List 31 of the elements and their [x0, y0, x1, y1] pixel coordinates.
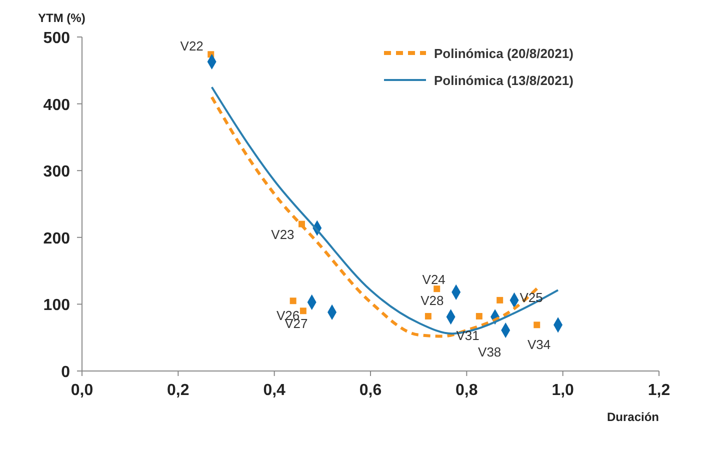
point: [534, 322, 540, 328]
y-tick-label: 200: [43, 230, 70, 248]
annotation: V28: [420, 293, 444, 308]
annotation: V24: [422, 272, 446, 287]
x-tick-label: 0,0: [70, 382, 94, 399]
annotation: V31: [456, 328, 480, 343]
point: [300, 308, 306, 314]
x-tick-label: 0,2: [167, 382, 190, 399]
y-tick-label: 400: [43, 96, 70, 114]
y-tick-label: 100: [43, 297, 70, 314]
y-tick-label: 500: [43, 30, 70, 47]
y-tick-label: 300: [43, 164, 70, 181]
annotation: V34: [527, 336, 551, 352]
x-tick-label: 0,4: [263, 382, 286, 399]
annotation: V23: [271, 227, 294, 242]
annotation: V22: [180, 38, 204, 54]
point: [476, 312, 482, 320]
annotation: V38: [478, 344, 502, 360]
point: [496, 296, 504, 304]
point: [290, 298, 296, 304]
legend-label: Polinómica (20/8/2021): [434, 46, 574, 61]
x-tick-label: 0,8: [456, 382, 478, 399]
x-tick-label: 1,0: [552, 382, 574, 399]
x-tick-label: 0,6: [359, 382, 382, 399]
point: [424, 312, 432, 320]
x-tick-label: 1,2: [648, 382, 670, 399]
y-axis-title: YTM (%): [38, 11, 86, 25]
legend-label: Polinómica (13/8/2021): [434, 73, 574, 88]
point: [434, 286, 440, 292]
x-axis-title: Duración: [606, 410, 659, 424]
y-tick-label: 0: [61, 364, 70, 381]
